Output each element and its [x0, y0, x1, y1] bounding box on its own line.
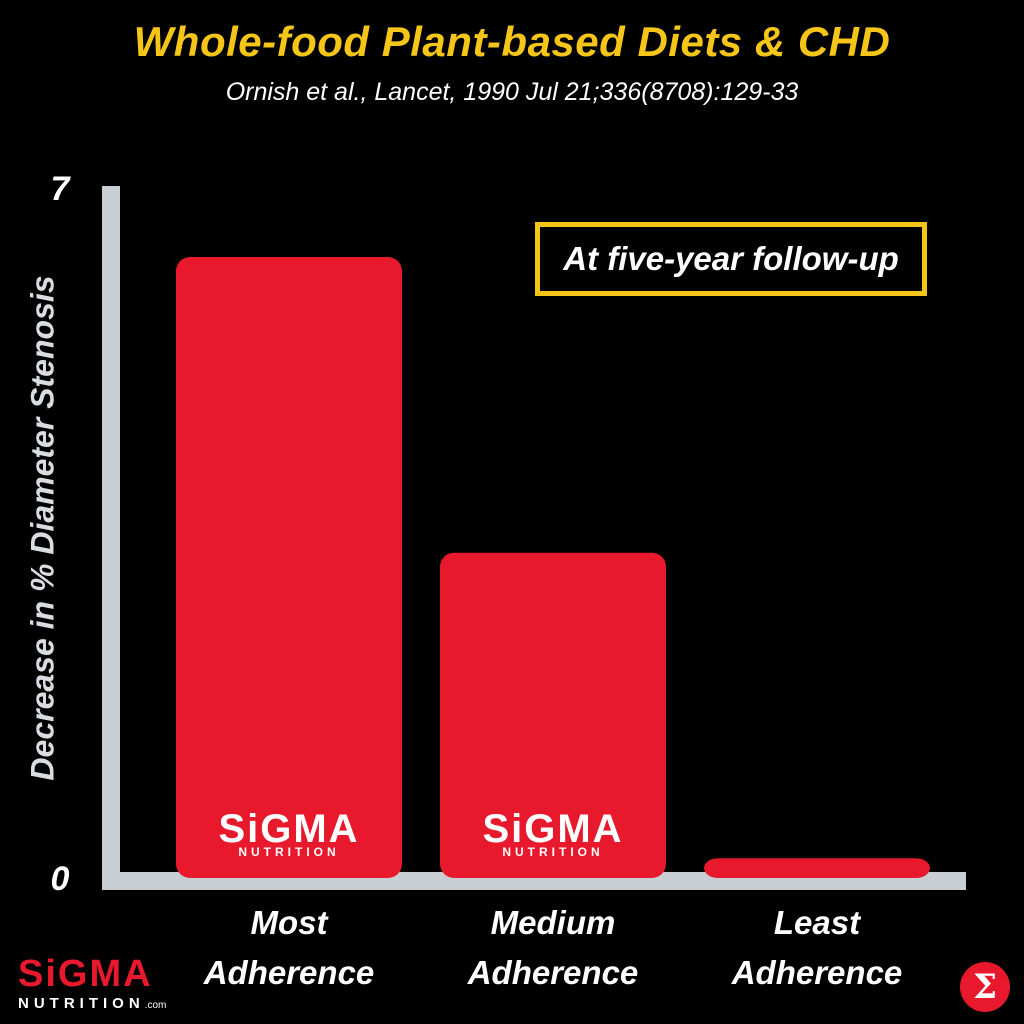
bar: [440, 552, 666, 878]
y-tick-label: 7: [51, 170, 72, 208]
watermark-subtitle: NUTRITION: [502, 845, 603, 859]
brand-wordmark: SiGMA: [18, 953, 153, 995]
watermark-logo: SiGMA: [482, 807, 623, 851]
x-tick-label: Adherence: [731, 954, 903, 991]
chart-title: Whole-food Plant-based Diets & CHD: [133, 18, 891, 65]
watermark-subtitle: NUTRITION: [238, 845, 339, 859]
brand-suffix: .com: [144, 1000, 167, 1011]
x-tick-label: Adherence: [203, 954, 375, 991]
x-tick-label: Most: [251, 904, 330, 941]
brand-logo: SiGMA NUTRITION.com: [18, 955, 166, 1012]
bar: [176, 257, 402, 878]
x-tick-label: Medium: [491, 904, 616, 941]
chart-subtitle: Ornish et al., Lancet, 1990 Jul 21;336(8…: [225, 78, 799, 106]
sigma-icon: Σ: [960, 962, 1010, 1012]
watermark-logo: SiGMA: [218, 807, 359, 851]
annotation-box: At five-year follow-up: [535, 222, 927, 296]
y-axis: [102, 186, 120, 888]
brand-subtitle: NUTRITION.com: [18, 995, 166, 1012]
x-tick-label: Least: [774, 904, 862, 941]
x-tick-label: Adherence: [467, 954, 639, 991]
brand-sub-text: NUTRITION: [18, 995, 145, 1012]
y-tick-label: 0: [51, 860, 70, 898]
bar: [704, 858, 930, 878]
